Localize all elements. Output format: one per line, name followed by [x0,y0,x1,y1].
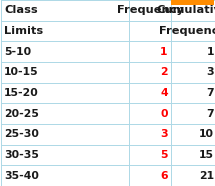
Text: 4: 4 [160,88,168,98]
Text: 15: 15 [199,150,214,160]
Text: 10-15: 10-15 [4,67,39,77]
Text: 1: 1 [160,47,168,57]
Text: 3: 3 [160,129,168,139]
Text: Frequency: Frequency [117,5,183,15]
Text: 35-40: 35-40 [4,171,39,181]
Text: 0: 0 [160,109,168,119]
Text: 7: 7 [206,88,214,98]
Text: 10: 10 [199,129,214,139]
Text: 3: 3 [206,67,214,77]
Text: 1: 1 [206,47,214,57]
Text: 6: 6 [160,171,168,181]
Text: 7: 7 [206,109,214,119]
Text: Limits: Limits [4,26,43,36]
Text: 30-35: 30-35 [4,150,39,160]
Text: 5-10: 5-10 [4,47,31,57]
Bar [171,0,214,4]
Text: 25-30: 25-30 [4,129,39,139]
Text: 21: 21 [199,171,214,181]
Text: 5: 5 [160,150,168,160]
Text: Frequency: Frequency [159,26,215,36]
Text: Class: Class [4,5,38,15]
Text: 2: 2 [160,67,168,77]
Text: 15-20: 15-20 [4,88,39,98]
Text: Cumulative: Cumulative [156,5,215,15]
Text: 20-25: 20-25 [4,109,39,119]
